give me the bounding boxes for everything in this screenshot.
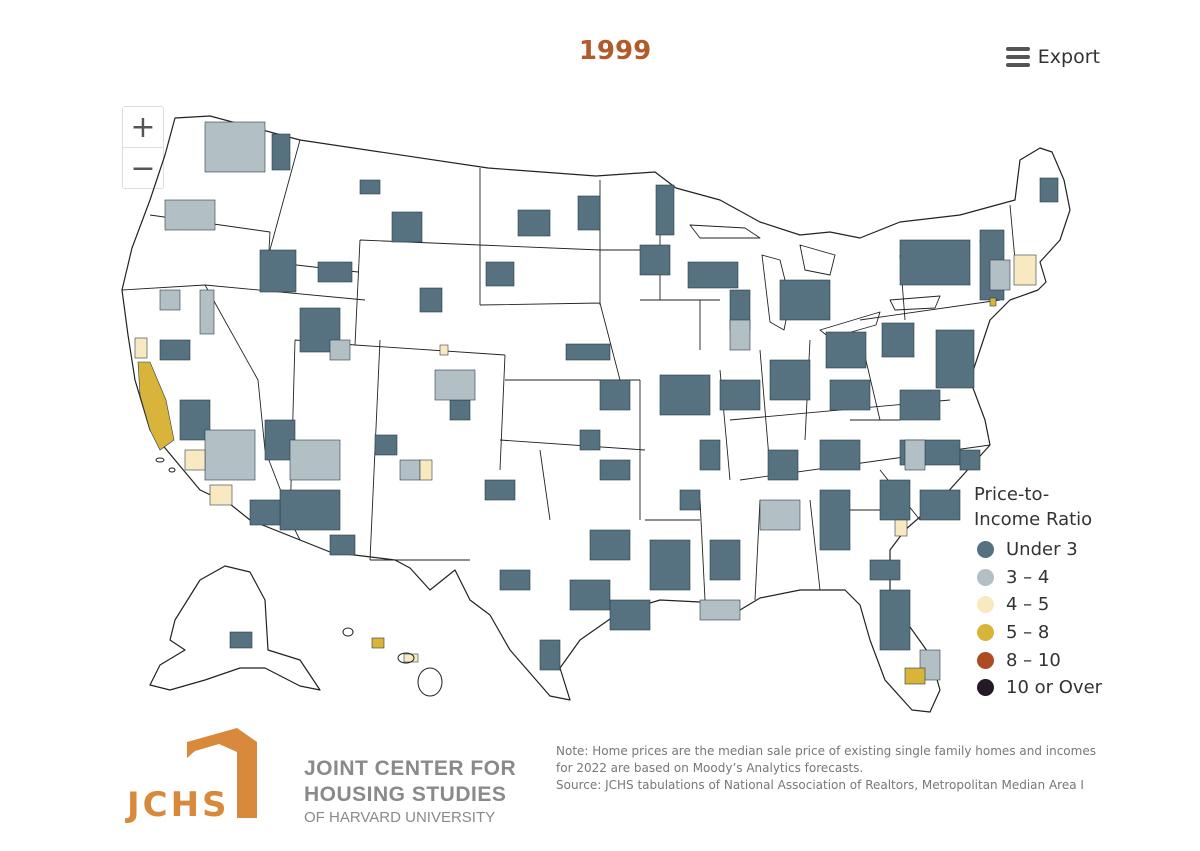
zoom-in-button[interactable]: + [130, 109, 156, 145]
legend-item[interactable]: 3 – 4 [974, 564, 1102, 592]
org-line2: HOUSING STUDIES [304, 783, 507, 806]
legend: Price-to- Income Ratio Under 3 3 – 4 4 – 5… [974, 482, 1102, 702]
legend-items: Under 3 3 – 4 4 – 5 5 – 8 8 – 10 10 or Over [974, 536, 1102, 702]
hawaii-island-kauai [342, 627, 354, 637]
legend-label: 4 – 5 [1006, 594, 1050, 616]
legend-title-line2: Income Ratio [974, 509, 1093, 530]
metro-areas [134, 121, 1059, 685]
export-button[interactable]: Export [1005, 46, 1100, 68]
legend-item[interactable]: Under 3 [974, 536, 1102, 564]
legend-item[interactable]: 8 – 10 [974, 646, 1102, 674]
organization-name: JOINT CENTER FOR HOUSING STUDIES OF HARV… [304, 756, 516, 828]
jchs-house-icon [187, 728, 257, 818]
legend-label: 5 – 8 [1006, 622, 1050, 644]
legend-dot-icon [977, 679, 994, 697]
state-lines [121, 139, 1016, 601]
zoom-control: + − [122, 106, 164, 189]
metro-under-3 [159, 133, 1059, 671]
hamburger-icon[interactable] [1005, 47, 1030, 67]
zoom-out-button[interactable]: − [123, 147, 163, 188]
legend-label: Under 3 [1006, 539, 1078, 561]
channel-island-1 [155, 457, 165, 463]
legend-item[interactable]: 4 – 5 [974, 591, 1102, 619]
jchs-logo-mark: JCHS [125, 785, 230, 824]
metro-5-to-8 [137, 297, 997, 685]
org-line1: JOINT CENTER FOR [304, 757, 517, 780]
export-label[interactable]: Export [1037, 46, 1100, 68]
channel-island-2 [168, 467, 176, 473]
islands [155, 457, 443, 697]
note-line2: for 2022 are based on Moody’s Analytics … [556, 761, 864, 775]
hawaii-island-big [417, 667, 443, 697]
legend-label: 10 or Over [1006, 677, 1103, 699]
legend-dot-icon [977, 624, 994, 642]
jchs-logo: JCHS [125, 728, 265, 829]
note-line3: Source: JCHS tabulations of National Ass… [556, 778, 1084, 792]
legend-item[interactable]: 5 – 8 [974, 619, 1102, 647]
legend-title: Price-to- Income Ratio [974, 482, 1102, 532]
hawaii-island-maui [397, 652, 415, 664]
metro-3-to-4 [159, 121, 1011, 681]
footnote: Note: Home prices are the median sale pr… [556, 743, 1121, 794]
legend-label: 3 – 4 [1006, 566, 1050, 588]
map-title: 1999 [578, 36, 652, 66]
legend-label: 8 – 10 [1006, 649, 1061, 671]
legend-dot-icon [977, 541, 994, 559]
metro-4-to-5 [134, 254, 1037, 663]
org-line3: OF HARVARD UNIVERSITY [304, 809, 496, 826]
legend-title-line1: Price-to- [974, 484, 1050, 505]
alaska-outline [149, 565, 321, 691]
legend-dot-icon [977, 651, 994, 669]
note-line1: Note: Home prices are the median sale pr… [556, 744, 1096, 758]
legend-item[interactable]: 10 or Over [974, 674, 1102, 702]
contiguous-us-outline [121, 115, 1071, 713]
legend-dot-icon [977, 596, 994, 614]
legend-dot-icon [977, 568, 994, 586]
